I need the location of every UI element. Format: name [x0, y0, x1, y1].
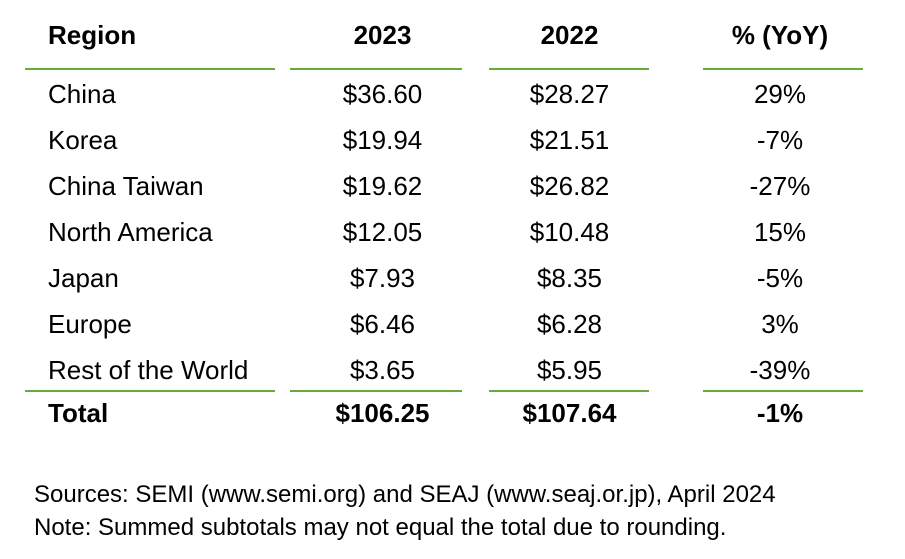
yoy-cell: -39% [749, 355, 811, 385]
header-region: Region [48, 20, 137, 50]
region-cell: North America [48, 217, 213, 247]
header-2023: 2023 [353, 20, 412, 50]
table-row: Japan $7.93 $8.35 -5% [0, 258, 905, 298]
total-yoy: -1% [756, 398, 804, 428]
value-2023-cell: $12.05 [342, 217, 423, 247]
value-2023-cell: $3.65 [349, 355, 416, 385]
table-row: China $36.60 $28.27 29% [0, 74, 905, 114]
header-rule-2022 [489, 68, 649, 70]
region-cell: China [48, 79, 116, 109]
region-cell: Korea [48, 125, 118, 155]
total-rule-2022 [489, 390, 649, 392]
region-cell: Rest of the World [48, 355, 249, 385]
total-rule-region [25, 390, 275, 392]
table-header-row: Region 2023 2022 % (YoY) [0, 15, 905, 55]
rounding-note: Note: Summed subtotals may not equal the… [34, 514, 727, 541]
value-2023-cell: $6.46 [349, 309, 416, 339]
value-2023-cell: $19.62 [342, 171, 423, 201]
total-rule-yoy [703, 390, 863, 392]
region-cell: Europe [48, 309, 132, 339]
yoy-cell: -7% [756, 125, 804, 155]
total-2023: $106.25 [335, 398, 430, 428]
value-2022-cell: $10.48 [529, 217, 610, 247]
value-2023-cell: $36.60 [342, 79, 423, 109]
table-total-row: Total $106.25 $107.64 -1% [0, 393, 905, 433]
sources-note: Sources: SEMI (www.semi.org) and SEAJ (w… [34, 481, 776, 508]
header-yoy: % (YoY) [731, 20, 829, 50]
yoy-cell: -27% [749, 171, 811, 201]
header-rule-yoy [703, 68, 863, 70]
value-2022-cell: $6.28 [536, 309, 603, 339]
value-2022-cell: $5.95 [536, 355, 603, 385]
value-2022-cell: $8.35 [536, 263, 603, 293]
yoy-cell: -5% [756, 263, 804, 293]
value-2022-cell: $28.27 [529, 79, 610, 109]
footnotes: Sources: SEMI (www.semi.org) and SEAJ (w… [34, 478, 776, 544]
total-rule-2023 [290, 390, 462, 392]
value-2023-cell: $7.93 [349, 263, 416, 293]
table-row: Rest of the World $3.65 $5.95 -39% [0, 350, 905, 390]
header-rule-2023 [290, 68, 462, 70]
yoy-cell: 29% [753, 79, 807, 109]
region-cell: Japan [48, 263, 119, 293]
region-cell: China Taiwan [48, 171, 204, 201]
table-row: Korea $19.94 $21.51 -7% [0, 120, 905, 160]
total-2022: $107.64 [522, 398, 617, 428]
table-row: China Taiwan $19.62 $26.82 -27% [0, 166, 905, 206]
header-rule-region [25, 68, 275, 70]
value-2022-cell: $21.51 [529, 125, 610, 155]
header-2022: 2022 [540, 20, 599, 50]
value-2023-cell: $19.94 [342, 125, 423, 155]
value-2022-cell: $26.82 [529, 171, 610, 201]
yoy-cell: 15% [753, 217, 807, 247]
table-row: North America $12.05 $10.48 15% [0, 212, 905, 252]
yoy-cell: 3% [761, 309, 799, 339]
total-label: Total [48, 398, 109, 428]
table-row: Europe $6.46 $6.28 3% [0, 304, 905, 344]
